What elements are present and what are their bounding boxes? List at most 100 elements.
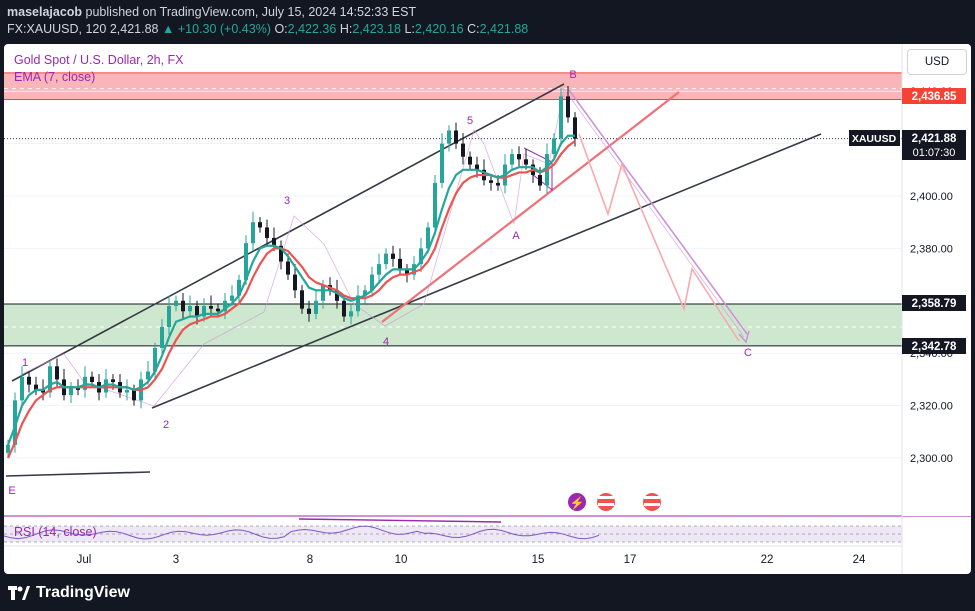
symbol-interval: FX:XAUUSD, 120 <box>7 22 107 36</box>
base-trend-line[interactable] <box>5 471 151 477</box>
us-flag-stripe <box>598 496 614 499</box>
wave-label: 1 <box>22 357 28 369</box>
candle-body <box>405 269 409 275</box>
candle-body <box>27 376 31 385</box>
candle-body <box>167 306 171 327</box>
close-value: 2,421.88 <box>479 22 529 36</box>
candle-body <box>566 96 570 118</box>
wave-label: B <box>569 69 576 81</box>
candle-body <box>209 306 213 309</box>
candle-body <box>538 175 542 186</box>
time-tick-label: 3 <box>173 554 179 566</box>
candle-body <box>230 295 234 301</box>
channel-lower-line[interactable] <box>151 133 822 409</box>
wave-path <box>21 88 745 407</box>
candle-body <box>258 222 262 228</box>
us-flag-stripe <box>644 503 660 506</box>
bar-countdown: 01:07:30 <box>913 147 956 159</box>
candle-body <box>433 182 437 228</box>
support-top-price-label: 2,358.79 <box>912 298 957 310</box>
rsi-legend[interactable]: RSI (14, close) <box>14 525 97 539</box>
us-flag-icon[interactable] <box>597 493 615 511</box>
candle-body <box>69 387 73 396</box>
candle-body <box>146 371 150 380</box>
rsi-divergence-line[interactable] <box>298 518 502 523</box>
wave-label: 2 <box>163 419 169 431</box>
tradingview-brand: TradingView <box>36 584 130 601</box>
candle-body <box>13 400 17 445</box>
support-top-price-box <box>902 295 966 311</box>
high-label: H: <box>339 22 353 36</box>
price-scale-bg[interactable] <box>902 44 971 516</box>
candle-body <box>153 347 157 372</box>
candle-body <box>454 130 458 144</box>
time-tick-label: Jul <box>77 554 92 566</box>
candle-body <box>132 389 136 401</box>
rsi-band <box>4 526 902 542</box>
time-tick-label: 15 <box>532 554 545 566</box>
projected-path-line[interactable] <box>578 133 740 342</box>
tradingview-logo[interactable]: TradingView <box>8 584 130 602</box>
time-axis-ticks: Jul 3 8 10 15 17 22 24 <box>77 554 866 566</box>
candle-body <box>279 245 283 262</box>
rsi-line <box>4 525 600 540</box>
support-bottom-price-box <box>902 338 966 354</box>
projected-wave-line[interactable] <box>568 89 748 335</box>
low-value: 2,420.16 <box>414 22 464 36</box>
currency-button[interactable]: USD <box>907 49 967 75</box>
candle-body <box>174 300 178 307</box>
candle-body <box>41 389 45 393</box>
up-arrow-icon: ▲ <box>161 22 175 36</box>
wave-label: A <box>512 230 520 242</box>
candle-body <box>447 130 451 144</box>
candle-body <box>552 138 556 155</box>
ema-legend[interactable]: EMA (7, close) <box>14 70 96 84</box>
time-tick-label: 24 <box>853 554 866 566</box>
arrow-head-icon <box>738 330 750 344</box>
candle-body <box>48 366 52 393</box>
candle-body <box>391 253 395 259</box>
wave-label: E <box>8 485 15 497</box>
candle-body <box>419 248 423 265</box>
channel-upper-line[interactable] <box>11 83 565 382</box>
footer: TradingView <box>0 576 975 611</box>
candle-body <box>370 274 374 291</box>
symbol-tag: XAUUSD <box>852 133 897 145</box>
candle-body <box>104 379 108 393</box>
publish-info: maselajacob published on TradingView.com… <box>7 5 416 19</box>
candle-body <box>111 379 115 383</box>
low-label: L: <box>404 22 415 36</box>
ema-7-line <box>6 134 575 446</box>
last-price: 2,421.88 <box>109 22 159 36</box>
author-name[interactable]: maselajacob <box>7 5 83 19</box>
current-price-box <box>902 130 966 160</box>
candle-body <box>160 327 164 348</box>
candle-body <box>6 444 10 453</box>
candle-body <box>349 311 353 317</box>
us-flag-stripe <box>598 503 614 506</box>
candle-body <box>20 376 24 401</box>
support-bottom-price-label: 2,342.78 <box>912 341 957 353</box>
candle-body <box>384 253 388 265</box>
event-lightning-icon[interactable] <box>568 493 586 511</box>
candles <box>6 85 577 458</box>
candle-body <box>461 143 465 157</box>
candle-body <box>356 295 360 312</box>
candle-body <box>55 366 59 380</box>
candle-body <box>559 96 563 139</box>
us-flag-icon[interactable] <box>643 493 661 511</box>
wedge-trend-line[interactable] <box>381 91 680 323</box>
candle-body <box>300 290 304 309</box>
candle-body <box>377 264 381 275</box>
wave-labels: 1 2 3 4 5 A B C E <box>8 69 752 497</box>
chart-title[interactable]: Gold Spot / U.S. Dollar, 2h, FX <box>14 53 184 67</box>
candle-body <box>475 164 479 170</box>
time-tick-label: 17 <box>624 554 637 566</box>
candle-body <box>342 300 346 317</box>
resistance-zone <box>4 72 902 100</box>
wave-label: 5 <box>467 115 473 127</box>
us-flag-stripe <box>644 496 660 499</box>
candle-body <box>489 180 493 183</box>
